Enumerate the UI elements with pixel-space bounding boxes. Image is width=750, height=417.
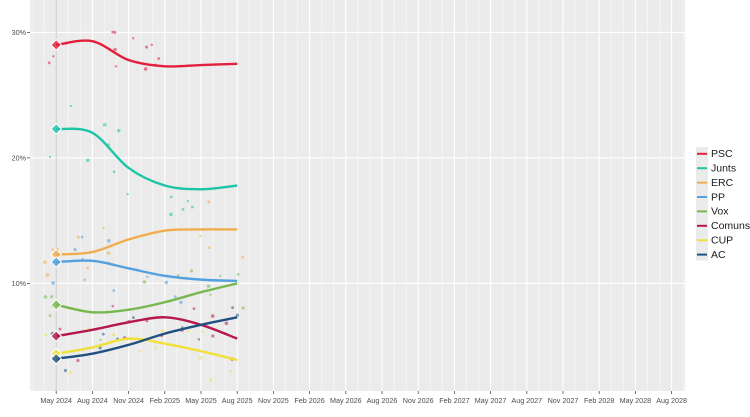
- svg-text:AC: AC: [711, 249, 726, 261]
- svg-text:Aug 2028: Aug 2028: [656, 396, 687, 405]
- svg-text:Aug 2025: Aug 2025: [222, 396, 253, 405]
- svg-text:May 2026: May 2026: [330, 396, 362, 405]
- svg-text:Nov 2024: Nov 2024: [113, 396, 144, 405]
- svg-text:Aug 2027: Aug 2027: [511, 396, 542, 405]
- svg-text:Junts: Junts: [711, 163, 736, 175]
- svg-text:ERC: ERC: [711, 177, 734, 189]
- svg-text:10%: 10%: [12, 279, 27, 288]
- svg-text:Aug 2026: Aug 2026: [367, 396, 398, 405]
- svg-text:May 2025: May 2025: [185, 396, 217, 405]
- svg-text:Feb 2025: Feb 2025: [150, 396, 180, 405]
- svg-text:Feb 2028: Feb 2028: [584, 396, 614, 405]
- svg-text:Nov 2025: Nov 2025: [258, 396, 289, 405]
- svg-text:Feb 2027: Feb 2027: [439, 396, 469, 405]
- svg-text:May 2028: May 2028: [620, 396, 652, 405]
- svg-text:PSC: PSC: [711, 148, 733, 160]
- svg-text:May 2027: May 2027: [475, 396, 507, 405]
- svg-text:CUP: CUP: [711, 235, 733, 247]
- svg-text:PP: PP: [711, 191, 725, 203]
- svg-text:Comuns: Comuns: [711, 220, 750, 232]
- svg-text:30%: 30%: [12, 28, 27, 37]
- svg-text:Vox: Vox: [711, 206, 729, 218]
- svg-text:Aug 2024: Aug 2024: [77, 396, 108, 405]
- svg-text:May 2024: May 2024: [40, 396, 72, 405]
- svg-text:20%: 20%: [12, 154, 27, 163]
- svg-text:Feb 2026: Feb 2026: [294, 396, 324, 405]
- svg-text:Nov 2027: Nov 2027: [548, 396, 579, 405]
- svg-text:Nov 2026: Nov 2026: [403, 396, 434, 405]
